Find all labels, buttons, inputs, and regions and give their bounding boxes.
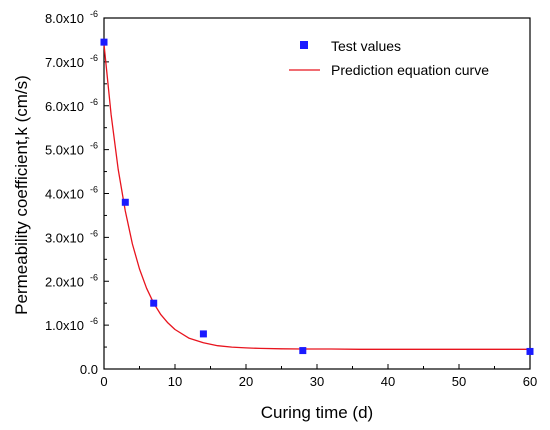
y-tick-label: 3.0x10 bbox=[45, 230, 84, 245]
y-tick-exponent: -6 bbox=[90, 316, 98, 326]
y-tick-label: 2.0x10 bbox=[45, 274, 84, 289]
y-tick-exponent: -6 bbox=[90, 185, 98, 195]
test-value-point bbox=[199, 330, 207, 338]
legend-label-test-values: Test values bbox=[331, 38, 401, 54]
y-tick-exponent: -6 bbox=[90, 228, 98, 238]
prediction-curve bbox=[103, 44, 530, 350]
y-tick-exponent: -6 bbox=[90, 53, 98, 63]
y-tick-label: 6.0x10 bbox=[45, 99, 84, 114]
test-value-point bbox=[121, 198, 129, 206]
x-tick-label: 0 bbox=[100, 374, 107, 389]
test-value-point bbox=[526, 347, 534, 355]
test-value-point bbox=[100, 38, 108, 46]
test-value-point bbox=[150, 299, 158, 307]
y-tick-label: 7.0x10 bbox=[45, 55, 84, 70]
y-tick-label: 0.0 bbox=[80, 362, 98, 377]
x-tick-label: 40 bbox=[381, 374, 395, 389]
y-tick-label: 4.0x10 bbox=[45, 187, 84, 202]
x-tick-label: 30 bbox=[310, 374, 324, 389]
legend-label-prediction: Prediction equation curve bbox=[331, 62, 489, 78]
y-tick-label: 5.0x10 bbox=[45, 143, 84, 158]
y-tick-exponent: -6 bbox=[90, 141, 98, 151]
x-tick-label: 60 bbox=[523, 374, 537, 389]
x-tick-label: 10 bbox=[168, 374, 182, 389]
y-tick-label: 1.0x10 bbox=[45, 318, 84, 333]
y-tick-exponent: -6 bbox=[90, 272, 98, 282]
x-tick-label: 20 bbox=[239, 374, 253, 389]
x-axis-title: Curing time (d) bbox=[261, 403, 373, 422]
y-axis-title: Permeability coefficient,k (cm/s) bbox=[12, 75, 31, 315]
legend-marker-test-values bbox=[300, 41, 308, 49]
y-tick-exponent: -6 bbox=[90, 9, 98, 19]
y-tick-label: 8.0x10 bbox=[45, 11, 84, 26]
x-tick-label: 50 bbox=[452, 374, 466, 389]
test-value-point bbox=[299, 347, 307, 355]
y-tick-exponent: -6 bbox=[90, 97, 98, 107]
